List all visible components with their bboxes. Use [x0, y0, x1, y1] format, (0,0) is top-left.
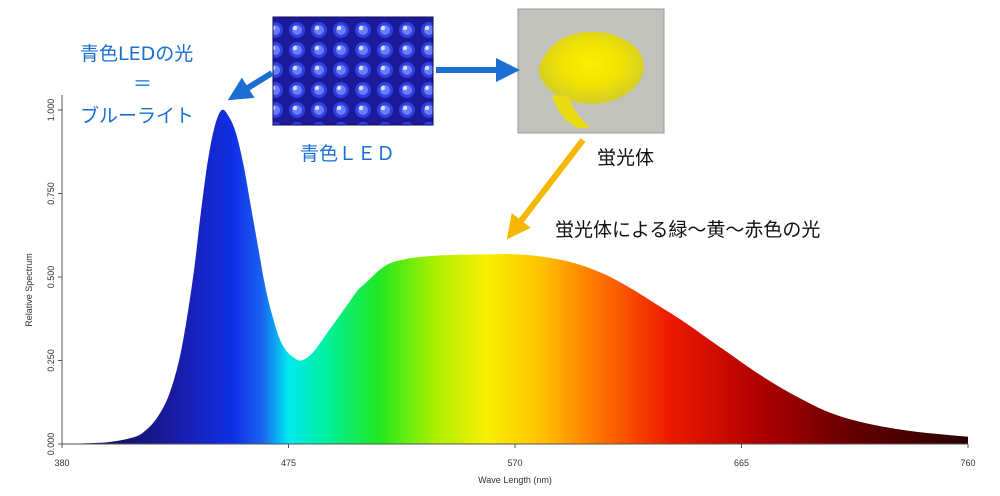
- blue-light-label-line1: 青色LEDの光: [80, 43, 193, 65]
- arrow-to-phosphor-light: [506, 138, 586, 240]
- x-ticks: 380 475 570 665 760: [54, 444, 976, 468]
- spectrum-area: [62, 109, 968, 444]
- x-tick-label: 380: [54, 458, 69, 468]
- phosphor-photo: [517, 8, 665, 134]
- y-tick-label: 0.500: [46, 266, 56, 289]
- x-axis-label: Wave Length (nm): [478, 475, 552, 485]
- x-tick-label: 665: [734, 458, 749, 468]
- y-tick-label: 1.000: [46, 99, 56, 122]
- blue-led-photo: [272, 16, 434, 126]
- y-axis-label: Relative Spectrum: [24, 253, 34, 327]
- y-tick-label: 0.000: [46, 433, 56, 456]
- x-tick-label: 570: [507, 458, 522, 468]
- blue-led-label: 青色ＬＥＤ: [300, 143, 395, 165]
- blue-light-label-line3: ブルーライト: [80, 104, 194, 127]
- y-tick-label: 0.750: [46, 182, 56, 205]
- phosphor-label: 蛍光体: [597, 147, 654, 169]
- phosphor-light-label: 蛍光体による緑～黄～赤色の光: [555, 219, 820, 241]
- blue-light-label-line2: ＝: [133, 73, 152, 95]
- y-ticks: 0.000 0.250 0.500 0.750 1.000: [46, 99, 62, 456]
- arrow-to-blue-peak: [227, 70, 274, 101]
- y-tick-label: 0.250: [46, 349, 56, 372]
- x-tick-label: 760: [960, 458, 975, 468]
- x-tick-label: 475: [281, 458, 296, 468]
